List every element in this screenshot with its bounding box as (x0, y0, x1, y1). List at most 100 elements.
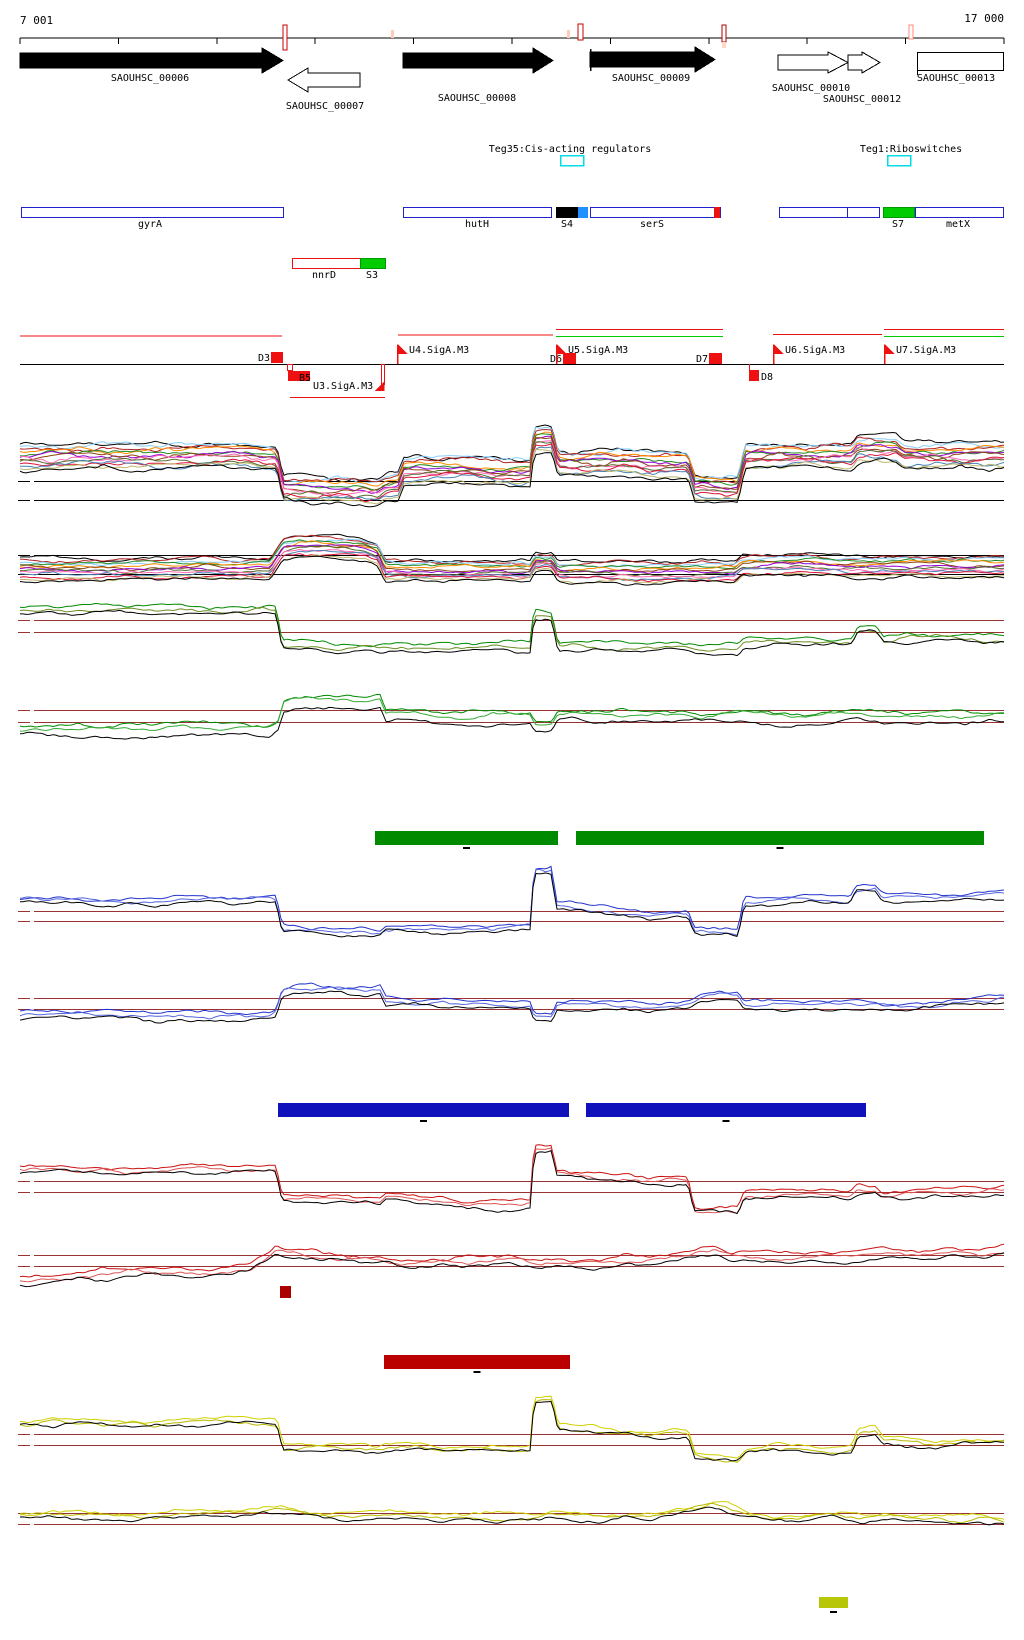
coverage-trace-blue-condition-rev-s0 (19, 982, 1005, 1016)
gene-arrow-SAOUHSC_00012[interactable] (847, 51, 881, 74)
gene-arrow-SAOUHSC_00009[interactable] (589, 46, 716, 73)
gene-box-label: S4 (561, 219, 573, 230)
flag-triangle-icon (556, 344, 567, 354)
signal-label: U3.SigA.M3 (313, 381, 373, 392)
coverage-trace-green-condition-rev-s2 (19, 706, 1004, 740)
gene-arrow-SAOUHSC_00007[interactable] (287, 67, 361, 93)
gene-box-S3[interactable] (360, 258, 386, 269)
gene-label: SAOUHSC_00009 (612, 73, 690, 84)
gene-box-S4-black[interactable] (556, 207, 578, 218)
tss-flag-U4[interactable]: U4.SigA.M3 (396, 344, 470, 364)
gene-box-divided[interactable] (779, 207, 880, 218)
signal-box-D8[interactable] (749, 370, 759, 381)
strand-minus-mark (420, 1120, 427, 1122)
coverage-trace-coverage-all-samples-rev-s2 (19, 538, 1005, 568)
ruler-feature-marker[interactable] (908, 24, 914, 40)
gene-box-label: metX (946, 219, 970, 230)
signal-box-D6[interactable] (563, 353, 576, 364)
gene-box-SAOUHSC_00013[interactable] (917, 52, 1004, 71)
gene-label: SAOUHSC_00013 (917, 73, 995, 84)
coverage-trace-coverage-all-samples-fwd-s8 (19, 441, 1005, 500)
coverage-trace-coverage-all-samples-fwd-s1 (19, 426, 1005, 484)
coverage-trace-blue-condition-rev-s2 (19, 990, 1005, 1024)
signal-label: U5.SigA.M3 (568, 345, 628, 356)
gene-label: SAOUHSC_00010 (772, 83, 850, 94)
coverage-trace-coverage-all-samples-fwd-s11 (19, 448, 1005, 505)
signal-box-D7[interactable] (709, 353, 722, 364)
strand-minus-mark (473, 1371, 481, 1373)
prediction-bars (278, 831, 984, 1613)
small-feature-box[interactable] (280, 1286, 291, 1298)
ruler-feature-marker[interactable] (391, 30, 394, 38)
coverage-trace-coverage-all-samples-fwd-s10 (19, 446, 1005, 502)
strand-minus-mark (830, 1611, 837, 1613)
b5-notch (287, 364, 293, 371)
predicted-transcript-darkred[interactable] (384, 1355, 570, 1369)
predicted-transcript-blue[interactable] (278, 1103, 569, 1117)
coverage-trace-green-condition-rev-s1 (19, 696, 1005, 732)
gene-label: SAOUHSC_00006 (111, 73, 189, 84)
coverage-trace-yellow-condition-rev-s2 (19, 1506, 1005, 1526)
gene-arrow-SAOUHSC_00008[interactable] (402, 47, 554, 74)
gene-box-nnrD[interactable] (292, 258, 361, 269)
gene-box-gyrA[interactable] (21, 207, 284, 218)
coverage-trace-blue-condition-fwd-s2 (20, 872, 1005, 938)
ruler-feature-marker[interactable] (567, 30, 570, 38)
predicted-transcript-blue[interactable] (586, 1103, 866, 1117)
operon-box-track: gyrA hutH S4 serS S7 metX nnrD S3 (21, 207, 1004, 281)
gene-box-hutH[interactable] (403, 207, 552, 218)
flag-triangle-icon (884, 344, 895, 354)
signal-box-D3[interactable] (271, 352, 283, 363)
coverage-trace-green-condition-fwd-s1 (19, 606, 1005, 652)
tss-flag-U3[interactable]: B5 U3.SigA.M3 (287, 364, 386, 398)
flag-triangle-icon (374, 381, 385, 391)
gene-box-S4-blue[interactable] (578, 207, 588, 218)
ruler-feature-marker[interactable] (721, 24, 727, 43)
gene-label: SAOUHSC_00007 (286, 101, 364, 112)
gene-box-label: S7 (892, 219, 904, 230)
ruler-feature-marker[interactable] (722, 42, 726, 48)
gene-arrow-SAOUHSC_00010[interactable] (777, 51, 850, 74)
coverage-trace-green-condition-fwd-s0 (19, 602, 1005, 648)
coverage-trace-yellow-condition-rev-s0 (19, 1501, 1005, 1520)
ruler-feature-marker[interactable] (282, 24, 288, 51)
ruler-feature-marker[interactable] (577, 23, 584, 41)
gene-box-S7[interactable] (883, 207, 915, 218)
signal-label: D8 (761, 372, 773, 383)
ruler-markers (282, 23, 914, 51)
coverage-trace-red-condition-rev-s0 (19, 1243, 1005, 1278)
gene-track: SAOUHSC_00006 SAOUHSC_00007 SAOUHSC_0000… (19, 46, 1004, 112)
coverage-trace-coverage-all-samples-rev-s12 (19, 555, 1005, 586)
tss-flag-U6[interactable]: U6.SigA.M3 (772, 344, 846, 364)
coverage-trace-coverage-all-samples-rev-s0 (19, 533, 1005, 564)
coverage-traces (19, 424, 1005, 1526)
predicted-transcript-green[interactable] (375, 831, 558, 845)
tss-flag-U5[interactable]: U5.SigA.M3 (555, 344, 629, 364)
gene-box-label: gyrA (138, 219, 162, 230)
gene-label: SAOUHSC_00008 (438, 93, 516, 104)
tss-flag-U7[interactable]: U7.SigA.M3 (883, 344, 957, 364)
gene-arrow-SAOUHSC_00006[interactable] (19, 47, 284, 74)
gene-label: SAOUHSC_00012 (823, 94, 901, 105)
teg1-box[interactable] (886, 154, 912, 167)
gene-box-serS[interactable] (590, 207, 721, 218)
predicted-transcript-green[interactable] (576, 831, 984, 845)
signal-label: D7 (696, 354, 708, 365)
coverage-trace-yellow-condition-fwd-s0 (19, 1395, 1005, 1459)
signal-label: U6.SigA.M3 (785, 345, 845, 356)
coverage-trace-coverage-all-samples-fwd-s3 (19, 431, 1005, 487)
signal-label: B5 (299, 373, 311, 384)
gene-box-label: serS (640, 219, 664, 230)
signal-box-B5[interactable] (288, 371, 310, 381)
gene-box-metX[interactable] (915, 207, 1004, 218)
strand-minus-mark (776, 847, 784, 849)
coverage-trace-coverage-all-samples-fwd-s9 (19, 443, 1005, 503)
coverage-trace-blue-condition-rev-s1 (19, 986, 1005, 1020)
serS-red-cap (714, 207, 720, 218)
predicted-transcript-olive[interactable] (819, 1597, 848, 1608)
coverage-trace-coverage-all-samples-fwd-s2 (19, 428, 1005, 484)
flag-triangle-icon (773, 344, 784, 354)
teg35-box[interactable] (559, 154, 585, 167)
region-end-label: 17 000 (964, 12, 1004, 25)
